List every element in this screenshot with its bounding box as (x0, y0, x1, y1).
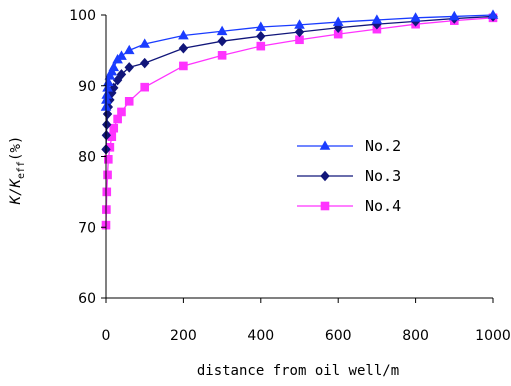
data-point (487, 9, 499, 19)
data-point (294, 19, 305, 29)
legend-item: No.4 (297, 197, 401, 215)
data-point (217, 51, 227, 60)
y-tick-label: 70 (78, 220, 96, 236)
series-no2 (100, 9, 499, 111)
data-point (332, 16, 344, 26)
legend-label: No.2 (365, 137, 401, 155)
y-tick-label: 60 (78, 291, 96, 307)
data-point (109, 123, 119, 133)
x-tick-label: 1000 (475, 328, 511, 344)
data-point (101, 89, 113, 99)
data-point (139, 57, 150, 69)
y-tick-label: 90 (78, 79, 96, 95)
x-axis-title: distance from oil well/m (197, 363, 399, 379)
data-point (102, 187, 112, 197)
series-layer (100, 9, 499, 230)
y-axis-title-main: K/K (8, 177, 24, 205)
data-point (104, 155, 113, 164)
y-tick-label: 80 (78, 150, 96, 166)
data-point (103, 170, 112, 180)
data-point (140, 82, 149, 92)
data-point (116, 50, 127, 60)
data-point (333, 22, 343, 33)
data-point (178, 29, 189, 40)
x-tick-label: 800 (402, 328, 429, 344)
data-point (178, 43, 189, 54)
data-point (410, 12, 421, 22)
legend: No.2 No.3 No.4 (297, 137, 401, 215)
data-point (123, 44, 135, 55)
legend-marker (319, 140, 331, 150)
data-point (256, 30, 266, 42)
legend-label: No.4 (365, 197, 401, 215)
data-point (256, 41, 266, 51)
x-tick-label: 0 (102, 328, 111, 344)
data-point (448, 10, 460, 21)
legend-label: No.3 (365, 167, 401, 185)
data-point (139, 38, 151, 48)
series-no4 (101, 13, 498, 230)
y-axis-title-suffix: (%) (8, 136, 24, 161)
legend-item: No.3 (297, 167, 401, 185)
y-tick-label: 100 (69, 8, 96, 24)
data-point (216, 25, 228, 36)
series-no3 (101, 11, 498, 155)
x-tick-label: 400 (247, 328, 274, 344)
x-tick-label: 200 (170, 328, 197, 344)
data-point (217, 35, 227, 47)
data-point (294, 26, 305, 38)
y-axis-title: K/Keff(%) (8, 136, 27, 206)
data-point (255, 21, 267, 31)
legend-marker (320, 170, 330, 182)
data-point (124, 62, 134, 73)
legend-item: No.2 (297, 137, 401, 155)
data-point (116, 69, 127, 80)
data-point (102, 119, 112, 130)
data-point (108, 61, 120, 72)
y-axis-title-subscript: eff (16, 161, 27, 179)
data-point (102, 108, 113, 120)
data-point (102, 82, 113, 92)
series-line (105, 17, 494, 226)
data-point (371, 14, 383, 24)
x-tick-label: 600 (325, 328, 352, 344)
data-point (117, 107, 126, 117)
legend-marker (320, 201, 330, 211)
data-point (179, 61, 188, 71)
data-point (124, 97, 134, 106)
